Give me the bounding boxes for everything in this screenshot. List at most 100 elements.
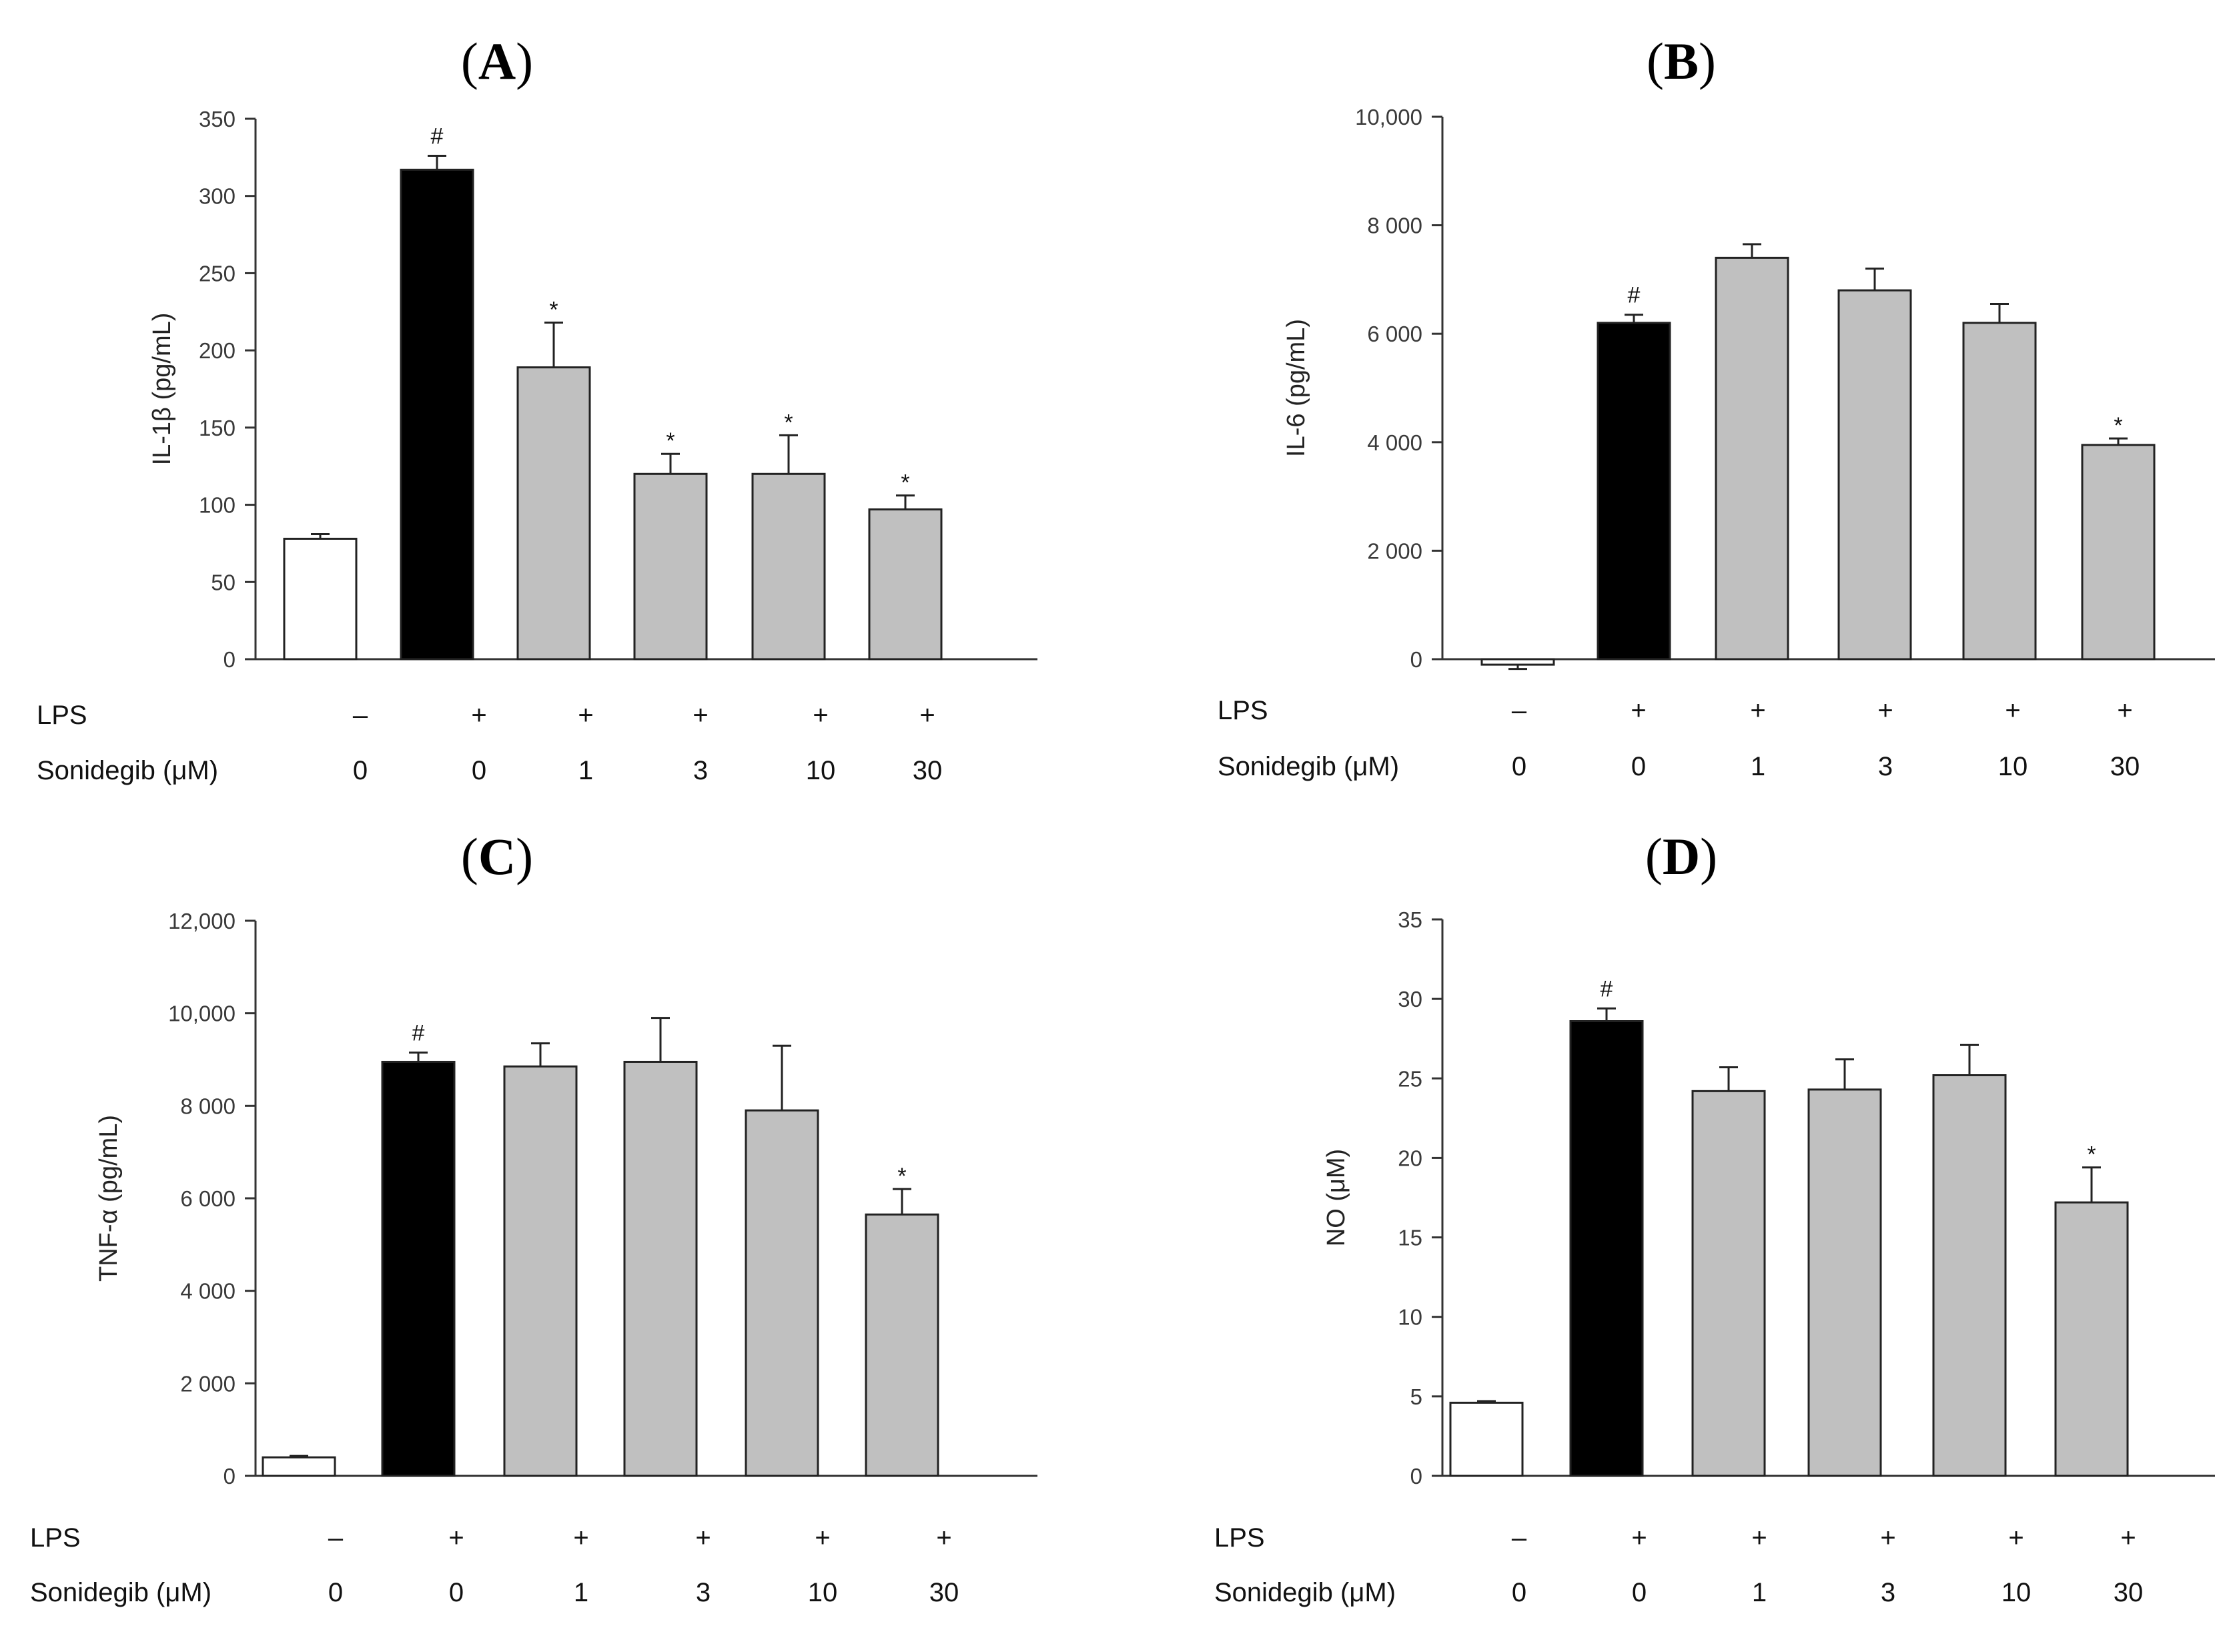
sonidegib-dose-b-0: 0	[1512, 752, 1526, 781]
sonidegib-dose-c-2: 1	[574, 1578, 588, 1607]
lps-sign-a-1: +	[471, 701, 486, 730]
lps-row-label-b: LPS	[1218, 696, 1268, 725]
bar-b-0	[1480, 658, 1555, 666]
y-tick-label-d: 20	[1398, 1146, 1422, 1170]
bar-b-3	[1837, 289, 1912, 661]
lps-sign-a-3: +	[693, 701, 708, 730]
significance-marker-b-1: #	[1628, 283, 1641, 308]
y-tick-label-d: 25	[1398, 1066, 1422, 1091]
y-tick-label-b: 2 000	[1367, 538, 1422, 563]
bar-b-4	[1962, 322, 2037, 661]
lps-sign-d-2: +	[1751, 1523, 1767, 1553]
y-tick-label-a: 200	[199, 338, 236, 363]
bar-d-1	[1569, 1020, 1644, 1477]
lps-sign-a-5: +	[919, 701, 935, 730]
sonidegib-dose-d-3: 3	[1881, 1578, 1895, 1607]
chart-panel-c: (C) 0 2 000 4 000 6 000 8 000 10,000 12,000 TNF-…	[30, 827, 1037, 1607]
panel-title-letter-b: B	[1664, 32, 1699, 90]
significance-marker-a-3: *	[666, 428, 675, 454]
y-tick-label-b: 0	[1410, 647, 1422, 672]
bar-a-1	[400, 168, 474, 661]
sonidegib-dose-b-4: 10	[1998, 752, 2028, 781]
sonidegib-dose-b-2: 1	[1751, 752, 1765, 781]
sonidegib-dose-d-4: 10	[2001, 1578, 2032, 1607]
bar-d-4	[1932, 1074, 2007, 1477]
panel-title-c: (C)	[461, 827, 533, 885]
y-tick-label-c: 2 000	[180, 1371, 236, 1396]
y-tick-label-c: 4 000	[180, 1279, 236, 1304]
significance-marker-d-5: *	[2087, 1142, 2096, 1168]
bar-c-4	[745, 1109, 819, 1477]
lps-sign-b-5: +	[2117, 696, 2132, 725]
sonidegib-dose-b-5: 30	[2110, 752, 2140, 781]
panel-title-b: (B)	[1647, 32, 1716, 90]
bar-a-4	[751, 472, 826, 661]
bar-d-3	[1807, 1088, 1882, 1477]
panel-title-letter-c: C	[478, 827, 516, 885]
sonidegib-dose-c-0: 0	[328, 1578, 343, 1607]
bar-a-3	[633, 472, 708, 661]
lps-row-label-d: LPS	[1214, 1523, 1265, 1553]
bar-a-0	[283, 537, 358, 661]
sonidegib-row-label-d: Sonidegib (μM)	[1214, 1578, 1396, 1607]
sonidegib-dose-a-1: 0	[472, 756, 486, 785]
y-tick-label-d: 15	[1398, 1226, 1422, 1250]
panel-title-a: (A)	[461, 32, 533, 90]
y-axis-label-b: IL-6 (pg/mL)	[1282, 319, 1310, 457]
y-tick-label-c: 6 000	[180, 1186, 236, 1211]
bar-c-5	[865, 1213, 939, 1477]
y-axis-label-a: IL-1β (pg/mL)	[148, 313, 176, 466]
sonidegib-dose-b-1: 0	[1631, 752, 1646, 781]
y-tick-label-b: 4 000	[1367, 430, 1422, 455]
sonidegib-dose-d-5: 30	[2114, 1578, 2144, 1607]
lps-sign-c-0: –	[328, 1523, 344, 1553]
lps-sign-b-3: +	[1877, 696, 1893, 725]
sonidegib-dose-a-5: 30	[913, 756, 943, 785]
bar-c-1	[381, 1060, 456, 1477]
sonidegib-row-label-a: Sonidegib (μM)	[37, 756, 218, 785]
bar-d-5	[2054, 1201, 2129, 1477]
lps-sign-b-1: +	[1631, 696, 1646, 725]
lps-sign-c-1: +	[448, 1523, 464, 1553]
lps-sign-a-0: –	[353, 701, 368, 730]
significance-marker-a-4: *	[784, 410, 793, 435]
bar-b-1	[1597, 322, 1671, 661]
y-tick-label-d: 10	[1398, 1305, 1422, 1330]
chart-panel-b: (B) 0 2 000 4 000 6 000 8 000 10,000 IL-6 (pg/m…	[1218, 32, 2215, 781]
panel-title-letter-d: D	[1663, 827, 1700, 885]
bar-c-3	[623, 1060, 698, 1477]
y-tick-label-b: 10,000	[1355, 105, 1422, 129]
y-tick-label-c: 8 000	[180, 1094, 236, 1118]
lps-sign-b-0: –	[1512, 696, 1527, 725]
bar-a-2	[516, 366, 591, 661]
sonidegib-dose-b-3: 3	[1878, 752, 1893, 781]
bar-d-0	[1449, 1401, 1524, 1477]
sonidegib-row-label-b: Sonidegib (μM)	[1218, 752, 1399, 781]
sonidegib-dose-d-0: 0	[1512, 1578, 1526, 1607]
significance-marker-a-2: *	[549, 297, 558, 322]
y-tick-label-d: 30	[1398, 987, 1422, 1011]
y-tick-label-b: 8 000	[1367, 214, 1422, 238]
y-tick-label-a: 0	[223, 647, 236, 672]
significance-marker-b-5: *	[2114, 413, 2122, 438]
sonidegib-dose-c-4: 10	[808, 1578, 838, 1607]
y-tick-label-d: 5	[1410, 1384, 1422, 1409]
sonidegib-dose-c-1: 0	[449, 1578, 464, 1607]
sonidegib-dose-d-2: 1	[1752, 1578, 1767, 1607]
lps-sign-c-3: +	[695, 1523, 711, 1553]
bar-b-2	[1715, 256, 1789, 661]
y-tick-label-d: 35	[1398, 907, 1422, 932]
sonidegib-dose-a-0: 0	[353, 756, 368, 785]
panel-title-d: (D)	[1645, 827, 1717, 885]
y-tick-label-a: 150	[199, 416, 236, 440]
lps-sign-d-0: –	[1512, 1523, 1527, 1553]
panel-title-letter-a: A	[478, 32, 516, 90]
lps-row-label-c: LPS	[30, 1523, 81, 1553]
significance-marker-c-1: #	[412, 1021, 425, 1046]
sonidegib-dose-d-1: 0	[1632, 1578, 1647, 1607]
significance-marker-c-5: *	[897, 1164, 906, 1189]
bar-c-0	[262, 1456, 336, 1477]
